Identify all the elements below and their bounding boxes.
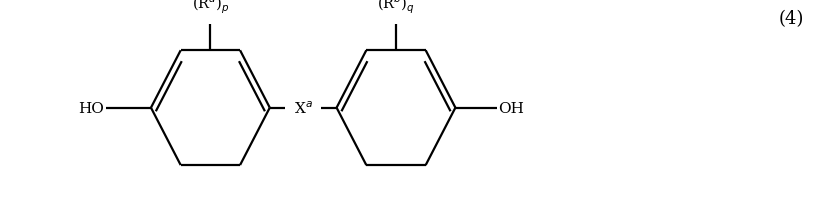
Text: HO: HO	[78, 101, 104, 115]
Text: (R$^a$)$_p$: (R$^a$)$_p$	[191, 0, 229, 16]
Text: X$^a$: X$^a$	[294, 100, 313, 116]
Text: (R$^b$)$_q$: (R$^b$)$_q$	[377, 0, 415, 16]
Text: OH: OH	[498, 101, 524, 115]
Text: (4): (4)	[779, 10, 804, 28]
